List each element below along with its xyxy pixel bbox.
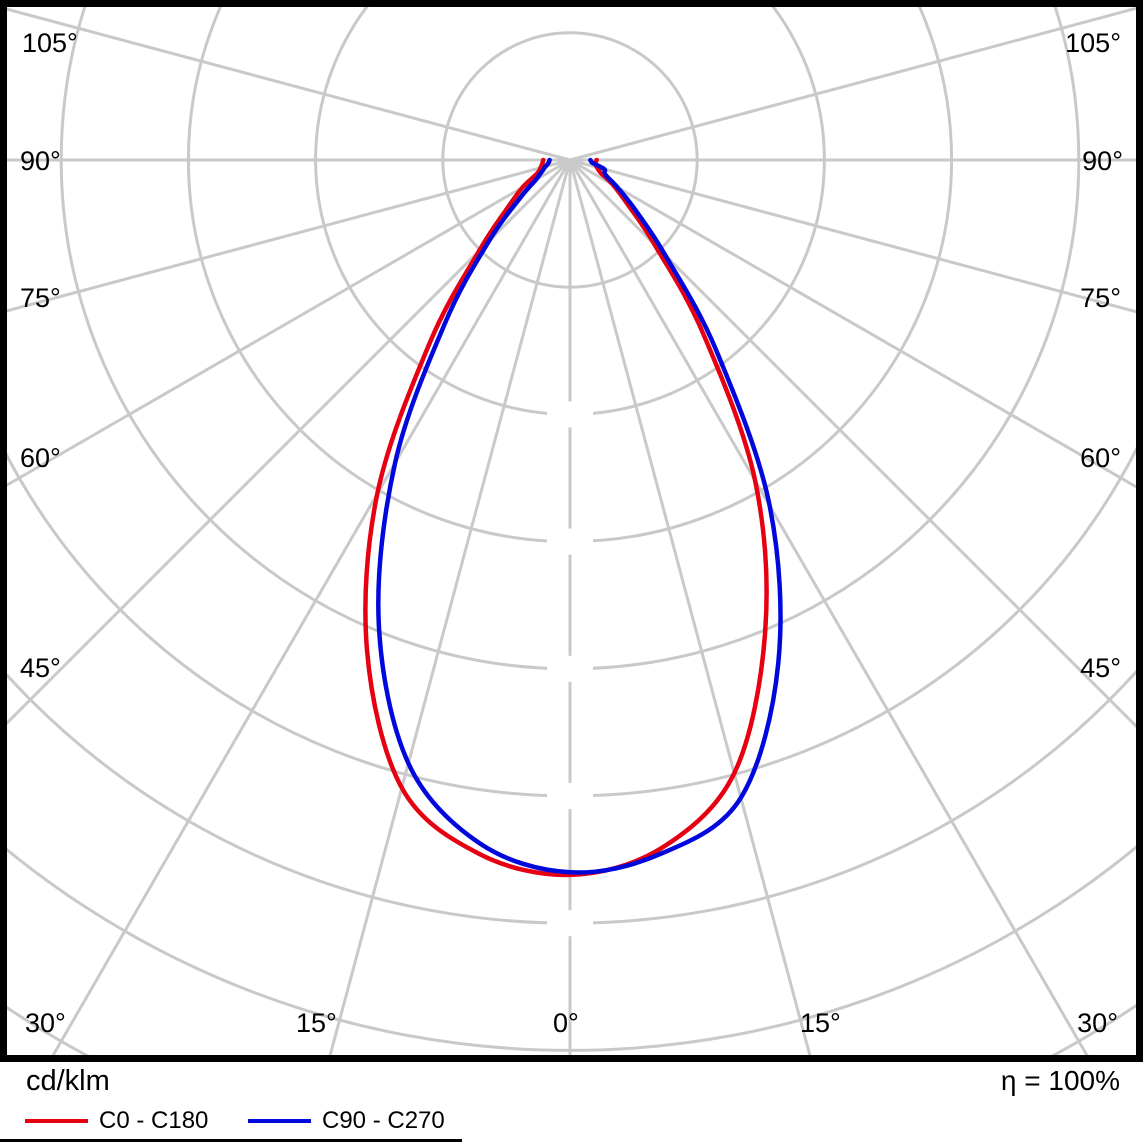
curve-c0-c180 [363, 157, 769, 878]
angle-tick-label: 15° [800, 1008, 841, 1038]
legend-label-c90-c270: C90 - C270 [322, 1107, 445, 1134]
angle-tick-label: 60° [1080, 443, 1121, 473]
angle-tick-label: 90° [1082, 146, 1123, 176]
ring-value-box [547, 655, 593, 682]
angle-tick-label: 105° [22, 28, 78, 58]
angle-tick-label: 60° [20, 443, 61, 473]
grid-radial-line [7, 158, 571, 487]
angle-tick-label: 30° [1077, 1008, 1118, 1038]
grid-radial-line [568, 158, 1136, 729]
grid-radial-line [7, 158, 571, 313]
angle-tick-label: 75° [20, 283, 61, 313]
legend-line-c90-c270 [248, 1119, 311, 1123]
plot-frame [0, 0, 1143, 1062]
ring-value-box [547, 783, 593, 809]
polar-grid [7, 7, 1136, 1055]
curve-c90-c270 [376, 157, 783, 875]
grid-radial-line [569, 158, 1136, 314]
grid-radial-line [7, 7, 571, 162]
grid-radial-line [51, 159, 572, 1055]
angle-tick-label: 30° [25, 1008, 66, 1038]
grid-radial-line [568, 159, 1089, 1055]
ring-value-box [547, 910, 593, 937]
grid-radial-line [569, 158, 1136, 489]
legend-line-c0-c180 [25, 1119, 88, 1123]
ring-value-box [547, 528, 593, 555]
angle-tick-label: 15° [296, 1008, 337, 1038]
legend-underline [0, 1139, 462, 1142]
units-label: cd/klm [26, 1065, 110, 1097]
grid-radial-line [569, 7, 1136, 162]
angle-tick-label: 105° [1065, 28, 1121, 58]
grid-radial-line [7, 158, 572, 726]
legend: C0 - C180 C90 - C270 [0, 1106, 1143, 1140]
grid-radial-line [568, 159, 812, 1055]
angle-tick-label: 90° [20, 146, 61, 176]
grid-radial-line [328, 159, 572, 1055]
footer: cd/klm η = 100% C0 - C180 C90 - C270 [0, 1062, 1143, 1143]
ring-value-box [547, 401, 593, 428]
legend-label-c0-c180: C0 - C180 [99, 1107, 209, 1134]
angle-tick-label: 75° [1080, 283, 1121, 313]
polar-plot-svg: 105° 105° 90° 90° 75° 75° 60° 60° 45° 45° 30° 30° 15… [0, 0, 1143, 1062]
angle-tick-label: 45° [20, 653, 61, 683]
angle-tick-label: 45° [1080, 653, 1121, 683]
polar-diagram: 105° 105° 90° 90° 75° 75° 60° 60° 45° 45° 30° 30° 15… [0, 0, 1143, 1062]
efficiency-label: η = 100% [1000, 1065, 1120, 1096]
angle-tick-label: 0° [553, 1008, 579, 1038]
